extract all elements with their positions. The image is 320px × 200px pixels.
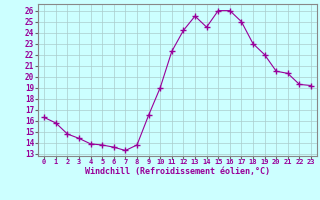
X-axis label: Windchill (Refroidissement éolien,°C): Windchill (Refroidissement éolien,°C) <box>85 167 270 176</box>
